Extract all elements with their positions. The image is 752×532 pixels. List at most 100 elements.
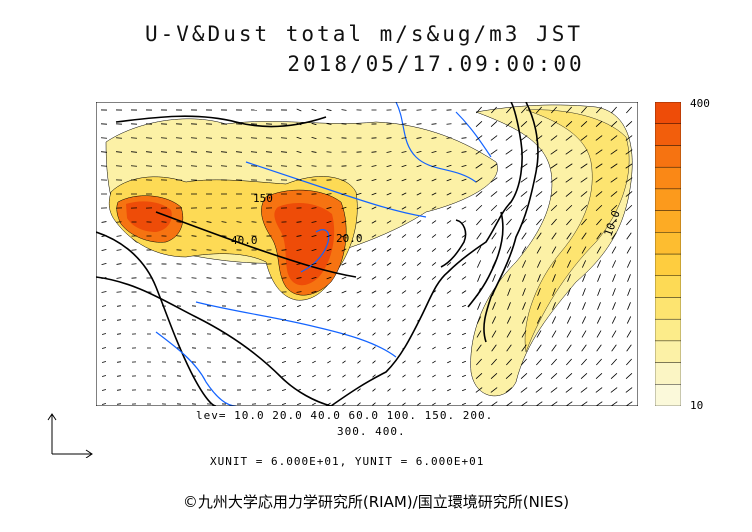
wind-arrow: [401, 290, 407, 294]
wind-arrow: [567, 288, 571, 296]
wind-arrow: [536, 106, 542, 114]
wind-arrow: [477, 302, 481, 310]
wind-arrow: [550, 163, 558, 169]
wind-arrow: [372, 360, 376, 364]
wind-arrow: [626, 218, 632, 226]
wind-arrow: [477, 274, 481, 282]
wind-arrow: [431, 248, 437, 252]
wind-arrow: [401, 164, 407, 168]
wind-arrow: [312, 402, 316, 406]
wind-arrow: [372, 332, 376, 336]
wind-arrow: [506, 218, 512, 226]
wind-arrow: [520, 204, 528, 212]
wind-arrow: [371, 290, 377, 294]
wind-arrow: [520, 120, 528, 128]
wind-arrow: [491, 316, 497, 324]
wind-arrow: [101, 403, 107, 405]
wind-arrow: [357, 374, 361, 378]
wind-arrow: [520, 149, 528, 155]
wind-arrow: [417, 402, 421, 406]
wind-arrow: [342, 360, 346, 364]
wind-arrow: [461, 151, 467, 153]
wind-arrow: [161, 221, 167, 223]
wind-arrow: [446, 164, 452, 168]
colorbar-step: [655, 318, 681, 342]
wind-arrow: [447, 318, 451, 322]
wind-arrow: [625, 373, 633, 379]
colorbar-step: [655, 188, 681, 211]
wind-arrow: [551, 232, 557, 240]
wind-arrow: [505, 149, 513, 155]
wind-arrow: [220, 137, 228, 139]
wind-arrow: [191, 221, 197, 223]
wind-arrow: [417, 332, 421, 336]
wind-arrow: [597, 274, 601, 282]
wind-arrow: [522, 274, 526, 282]
wind-arrow: [387, 388, 391, 392]
wind-arrow: [297, 304, 301, 308]
wind-arrow: [492, 288, 496, 296]
wind-arrow: [595, 373, 603, 379]
wind-arrow: [191, 291, 197, 293]
wind-arrow: [387, 360, 391, 364]
wind-arrow: [116, 333, 122, 335]
wind-arrow: [401, 206, 407, 210]
wind-arrow: [461, 304, 467, 308]
contour-levels-line1: lev= 10.0 20.0 40.0 60.0 100. 150. 200.: [196, 409, 494, 422]
wind-arrow: [626, 344, 632, 352]
wind-arrow: [565, 191, 573, 197]
wind-arrow: [356, 234, 362, 238]
wind-arrow: [505, 177, 513, 183]
wind-arrow: [596, 344, 602, 352]
wind-arrow: [447, 346, 451, 350]
wind-arrow: [506, 330, 512, 338]
wind-arrow: [506, 344, 512, 352]
wind-arrow: [461, 248, 467, 252]
wind-arrow: [206, 277, 212, 279]
wind-arrow: [416, 206, 422, 210]
wind-arrow: [476, 316, 482, 324]
colorbar-max-label: 400: [690, 97, 710, 110]
wind-arrow: [296, 165, 302, 167]
wind-arrow: [551, 330, 557, 338]
wind-arrow: [386, 206, 392, 210]
wind-arrow: [491, 330, 497, 338]
wind-arrow: [475, 387, 483, 393]
wind-arrow: [536, 344, 542, 352]
wind-arrow: [446, 234, 452, 238]
wind-arrow: [566, 344, 572, 352]
wind-arrow: [311, 151, 317, 153]
wind-arrow: [236, 221, 242, 223]
wind-arrow: [206, 291, 212, 293]
wind-arrow: [565, 373, 573, 379]
wind-arrow: [580, 135, 588, 141]
wind-arrow: [535, 177, 543, 183]
wind-arrow: [431, 290, 437, 294]
wind-arrow: [596, 106, 602, 114]
wind-arrow: [610, 149, 618, 155]
wind-arrow: [342, 402, 346, 406]
wind-arrow: [160, 137, 168, 139]
wind-arrow: [490, 120, 498, 128]
wind-arrow: [221, 221, 227, 223]
wind-arrow: [535, 149, 543, 155]
wind-arrow: [327, 360, 331, 364]
wind-arrow: [176, 235, 182, 237]
wind-arrow: [610, 191, 618, 197]
wind-arrow: [341, 206, 347, 210]
wind-arrow: [311, 234, 317, 238]
wind-arrow: [100, 151, 108, 153]
coastlines: [96, 102, 539, 406]
wind-arrow: [625, 191, 633, 197]
wind-arrow: [581, 246, 587, 254]
wind-arrow: [580, 120, 588, 128]
wind-arrow: [431, 178, 437, 182]
wind-arrow: [402, 346, 406, 350]
wind-arrow: [101, 277, 107, 279]
wind-arrow: [447, 374, 451, 378]
wind-arrow: [160, 151, 168, 153]
colorbar-step: [655, 297, 681, 320]
colorbar-step: [655, 166, 681, 190]
wind-arrow: [312, 332, 316, 336]
wind-arrow: [417, 388, 421, 392]
